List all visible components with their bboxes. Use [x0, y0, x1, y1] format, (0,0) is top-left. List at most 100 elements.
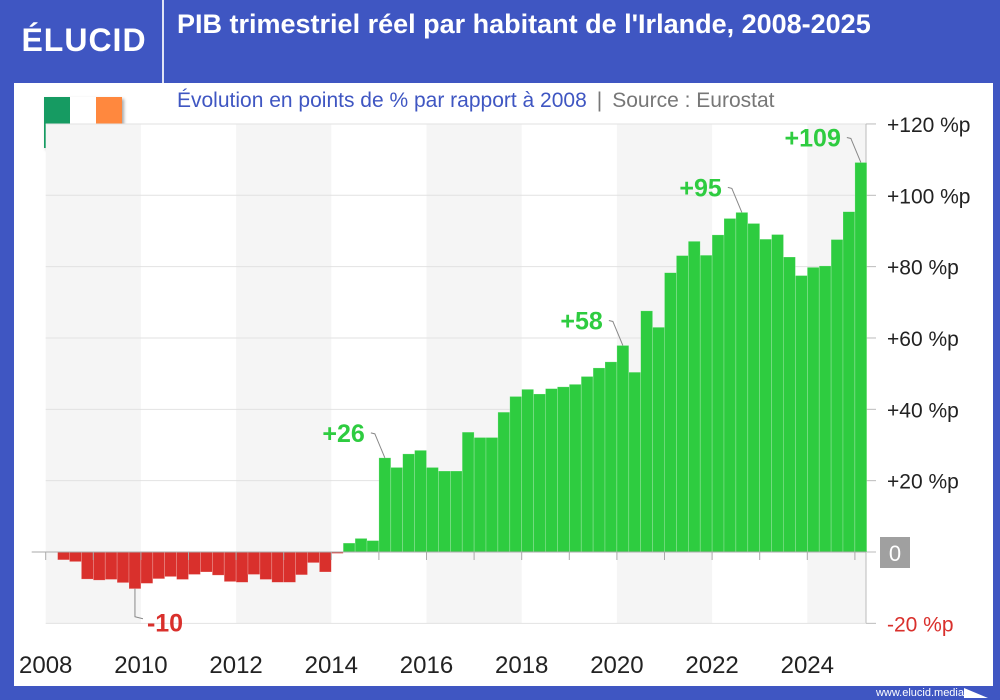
bar	[783, 256, 796, 553]
elucid-mark-icon	[964, 688, 988, 698]
bar	[438, 470, 451, 553]
chart-title: PIB trimestriel réel par habitant de l'I…	[177, 9, 871, 39]
annotation-leader	[608, 319, 624, 346]
annotation-label: +95	[679, 174, 722, 202]
bar	[164, 551, 177, 577]
bar	[592, 367, 606, 553]
bar	[271, 551, 284, 583]
annotation-label: +109	[785, 124, 841, 152]
bar	[69, 551, 82, 562]
bar	[854, 162, 868, 553]
bar	[176, 551, 189, 580]
bar	[664, 272, 677, 553]
bar	[414, 450, 427, 553]
background-band	[45, 123, 141, 624]
bar	[366, 540, 380, 553]
footer-url[interactable]: www.elucid.media	[875, 687, 964, 699]
bar	[652, 326, 665, 553]
bar	[307, 551, 320, 564]
x-tick-label: 2018	[495, 652, 548, 679]
bar	[426, 467, 439, 553]
bar	[449, 470, 463, 553]
bar	[247, 551, 261, 575]
bar	[676, 255, 689, 553]
bar	[759, 238, 772, 553]
annotation-leader	[134, 588, 144, 620]
bar	[545, 388, 558, 553]
bar	[342, 542, 356, 553]
bar	[818, 265, 832, 553]
x-tick-label: 2020	[590, 652, 643, 679]
bar	[295, 551, 308, 576]
bar	[580, 376, 594, 553]
bar	[628, 371, 641, 553]
header-divider	[162, 0, 164, 83]
bar	[104, 551, 118, 580]
bar	[485, 437, 499, 553]
bar	[640, 310, 653, 553]
bar	[735, 212, 749, 553]
bar	[842, 211, 856, 553]
bar	[259, 551, 273, 580]
elucid-logo: ÉLUCID	[21, 22, 147, 58]
bar	[771, 234, 784, 553]
bar	[223, 551, 237, 582]
bar	[604, 361, 618, 553]
bar	[93, 551, 106, 581]
bar	[188, 551, 201, 575]
x-tick-label: 2024	[781, 652, 834, 679]
bar	[687, 241, 701, 553]
y-tick-label: +120 %p	[887, 114, 971, 137]
bar	[723, 218, 737, 553]
bar	[557, 386, 570, 553]
bar	[354, 538, 368, 553]
zero-label-box	[880, 537, 910, 568]
bar	[390, 467, 403, 553]
x-tick-label: 2014	[305, 652, 358, 679]
y-tick-label: 0	[889, 541, 901, 566]
bar	[616, 345, 630, 553]
bar	[711, 234, 725, 553]
bar	[57, 551, 70, 561]
bar	[283, 551, 296, 583]
annotation-label: +26	[322, 420, 364, 448]
x-tick-label: 2016	[400, 652, 453, 679]
bar	[533, 393, 546, 553]
bar	[116, 551, 130, 583]
bar	[319, 551, 332, 573]
bar	[378, 457, 392, 553]
bar	[152, 551, 166, 580]
bar	[806, 267, 820, 553]
annotation-leader	[370, 432, 386, 459]
bar	[699, 254, 713, 553]
bar	[795, 275, 808, 553]
background-band	[236, 123, 332, 624]
y-tick-label: +100 %p	[887, 185, 971, 208]
y-tick-label: +20 %p	[887, 471, 959, 494]
chart-subtitle: Évolution en points de % par rapport à 2…	[177, 89, 775, 113]
bar	[830, 239, 844, 553]
subtitle-separator: |	[596, 89, 603, 112]
bar	[128, 551, 142, 590]
bar	[140, 551, 154, 584]
bar	[461, 431, 475, 553]
y-tick-label: +40 %p	[887, 399, 959, 422]
bar	[521, 389, 534, 553]
x-tick-label: 2008	[19, 652, 72, 679]
annotation-label: -10	[147, 610, 183, 638]
bar	[747, 223, 760, 553]
y-tick-label: -20 %p	[887, 613, 954, 636]
subtitle-text: Évolution en points de % par rapport à 2…	[177, 89, 587, 112]
x-tick-label: 2012	[209, 652, 262, 679]
bar	[402, 453, 415, 553]
annotation-label: +58	[560, 307, 603, 335]
bar	[81, 551, 94, 580]
annotation-leader	[727, 186, 743, 213]
source-text: Source : Eurostat	[612, 89, 775, 112]
bar	[200, 551, 213, 573]
bar	[235, 551, 249, 583]
bar	[473, 437, 487, 553]
bar	[568, 384, 582, 553]
y-tick-label: +60 %p	[887, 328, 959, 351]
annotation-leader	[846, 136, 862, 163]
